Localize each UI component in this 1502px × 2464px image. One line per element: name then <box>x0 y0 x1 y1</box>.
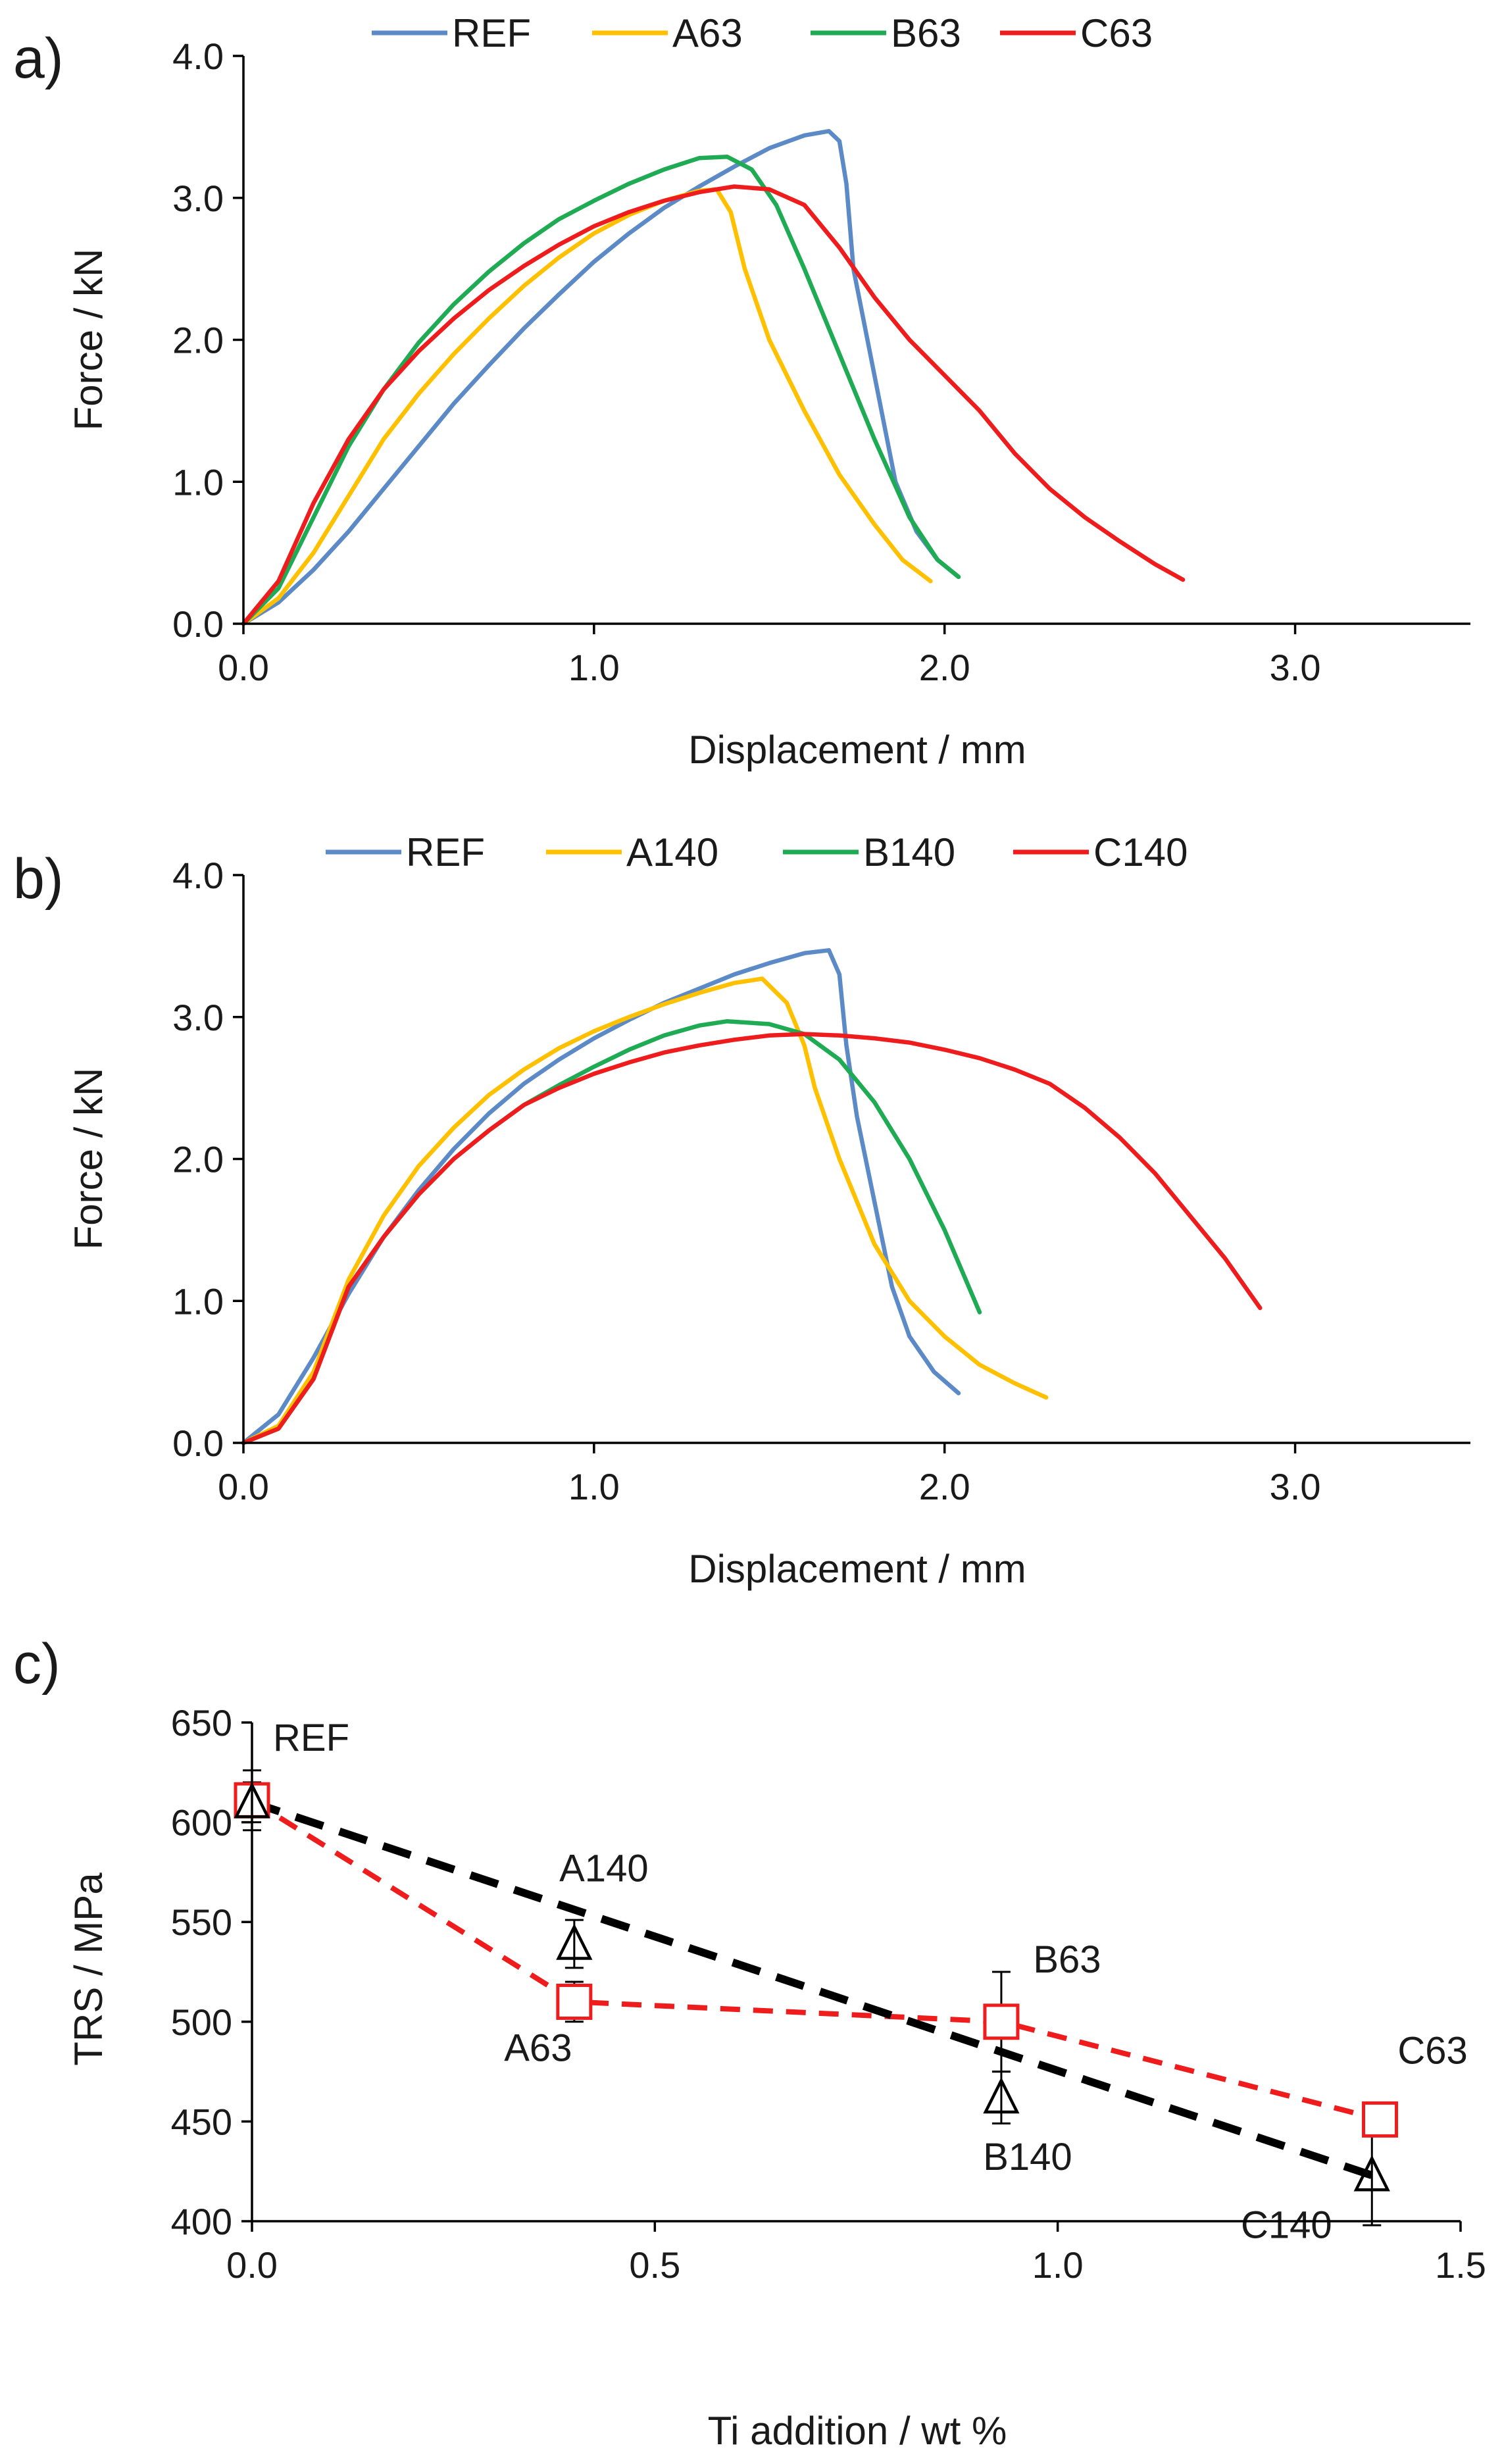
x-tick-label: 0.0 <box>218 647 269 688</box>
series-line-a140 <box>241 976 1049 1446</box>
y-tick-label: 4.0 <box>172 855 224 896</box>
axes-a <box>242 56 1470 625</box>
y-tick-label: 550 <box>171 1901 232 1943</box>
63-trend <box>250 1798 1381 2123</box>
panel-letter-b: b) <box>13 847 63 911</box>
x-tick-label: 0.5 <box>629 2244 680 2286</box>
panel-letter-c: c) <box>13 1632 61 1696</box>
panel-c: c) REF A63 B63 C63 A140 B140 C140 400 450 500 550… <box>13 1632 1486 2453</box>
point-label-ref: REF <box>273 1717 349 1759</box>
y-tick-label: 0.0 <box>172 603 224 645</box>
point-labels-c: REF A63 B63 C63 A140 B140 C140 <box>273 1717 1468 2246</box>
x-tick-label: 1.0 <box>1032 2244 1084 2286</box>
y-tick-label: 3.0 <box>172 997 224 1038</box>
series-line-c140 <box>241 1032 1263 1446</box>
series-line-a63 <box>241 187 933 626</box>
legend-label-b140: B140 <box>863 830 955 874</box>
140-trend <box>251 1798 1374 2179</box>
point-label-a63: A63 <box>504 2026 572 2069</box>
legend-label-a140: A140 <box>626 830 718 874</box>
legend-label-c63: C63 <box>1080 11 1153 55</box>
series-line-ref <box>241 948 961 1446</box>
legend-label-b63: B63 <box>891 11 961 55</box>
y-tick-label: 1.0 <box>172 461 224 503</box>
square-marker <box>983 2003 1020 2040</box>
x-tick-label: 1.0 <box>568 647 620 688</box>
y-axis-title-a: Force / kN <box>66 249 111 431</box>
series-line-c63 <box>241 184 1186 626</box>
y-tick-label: 2.0 <box>172 320 224 361</box>
x-axis-title-c: Ti addition / wt % <box>708 2409 1007 2453</box>
legend-label-ref: REF <box>452 11 531 55</box>
y-tick-label: 1.0 <box>172 1280 224 1322</box>
y-tick-label: 650 <box>171 1702 232 1744</box>
y-tick-label: 2.0 <box>172 1139 224 1180</box>
legend-label-c140: C140 <box>1093 830 1188 874</box>
error-bars-c <box>243 1769 1389 2226</box>
curves-a <box>241 129 1186 626</box>
trend-lines-c <box>250 1798 1381 2179</box>
x-tick-label: 2.0 <box>919 1466 970 1507</box>
markers-c <box>234 1782 1399 2192</box>
x-tick-label: 1.5 <box>1435 2244 1486 2286</box>
x-axis-title-b: Displacement / mm <box>688 1547 1026 1591</box>
y-axis-title-c: TRS / MPa <box>66 1873 111 2066</box>
panel-a: a) REF A63 B63 C63 0.0 1.0 2.0 3.0 4.0 0.0 1.0 2.0… <box>13 11 1470 772</box>
y-tick-label: 450 <box>171 2101 232 2142</box>
curves-b <box>241 948 1263 1446</box>
square-marker <box>1362 2101 1399 2138</box>
triangle-marker <box>556 1923 593 1960</box>
series-line-ref <box>241 129 961 626</box>
panel-letter-a: a) <box>13 27 63 90</box>
legend-b: REF A140 B140 C140 <box>326 830 1188 874</box>
point-label-b63: B63 <box>1033 1938 1101 1981</box>
x-tick-label: 3.0 <box>1270 647 1321 688</box>
triangle-marker <box>983 2076 1020 2114</box>
y-tick-label: 0.0 <box>172 1422 224 1464</box>
y-tick-label: 3.0 <box>172 178 224 219</box>
point-label-c140: C140 <box>1241 2203 1332 2246</box>
y-axis-title-b: Force / kN <box>66 1068 111 1250</box>
y-tick-label: 4.0 <box>172 36 224 77</box>
panel-b: b) REF A140 B140 C140 0.0 1.0 2.0 3.0 4.0 0.0 1.0… <box>13 830 1470 1591</box>
square-marker <box>556 1983 593 2020</box>
x-axis-title-a: Displacement / mm <box>688 728 1026 772</box>
point-label-b140: B140 <box>983 2136 1072 2178</box>
point-label-c63: C63 <box>1397 2029 1467 2072</box>
x-tick-label: 0.0 <box>226 2244 278 2286</box>
y-tick-label: 600 <box>171 1802 232 1844</box>
x-tick-label: 2.0 <box>919 647 970 688</box>
x-tick-label: 0.0 <box>218 1466 269 1507</box>
triangle-marker <box>1353 2155 1390 2192</box>
y-tick-label: 500 <box>171 2001 232 2043</box>
legend-a: REF A63 B63 C63 <box>372 11 1153 55</box>
x-tick-label: 1.0 <box>568 1466 620 1507</box>
legend-label-a63: A63 <box>672 11 743 55</box>
point-label-a140: A140 <box>559 1848 648 1890</box>
y-tick-label: 400 <box>171 2201 232 2242</box>
legend-label-ref: REF <box>406 830 485 874</box>
x-tick-label: 3.0 <box>1270 1466 1321 1507</box>
